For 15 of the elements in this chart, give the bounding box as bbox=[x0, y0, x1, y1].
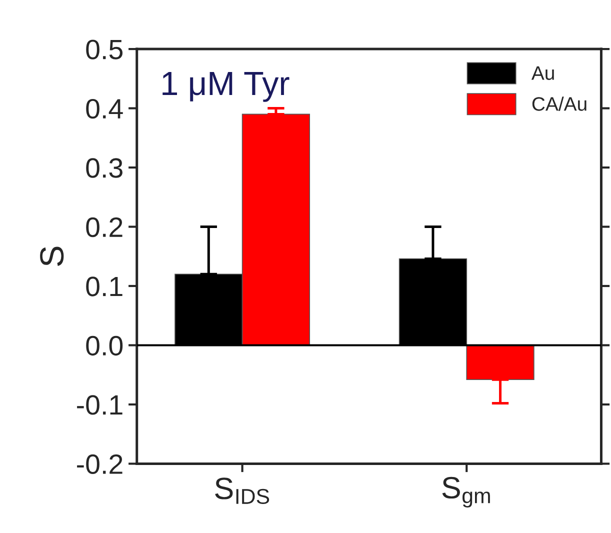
y-tick-label: 0.4 bbox=[86, 98, 123, 119]
y-tick-label: -0.2 bbox=[77, 454, 122, 474]
legend-label: CA/Au bbox=[532, 96, 586, 111]
y-tick-label: 0.3 bbox=[86, 158, 122, 178]
x-tick-label: S$_{gm}$ bbox=[442, 476, 490, 508]
x-tick-label: S$_{IDS}$ bbox=[215, 478, 270, 504]
y-tick-label: 0.2 bbox=[86, 217, 122, 238]
y-axis-title: S bbox=[40, 246, 64, 266]
annotation: 1 μM Tyr bbox=[162, 72, 290, 102]
y-tick-label: -0.1 bbox=[77, 395, 122, 415]
legend-label: Au bbox=[531, 66, 554, 80]
bar bbox=[466, 344, 534, 380]
y-tick-label: 0.0 bbox=[86, 336, 123, 356]
y-tick-label: 0.1 bbox=[86, 276, 122, 296]
y-tick-label: 0.5 bbox=[86, 40, 123, 60]
